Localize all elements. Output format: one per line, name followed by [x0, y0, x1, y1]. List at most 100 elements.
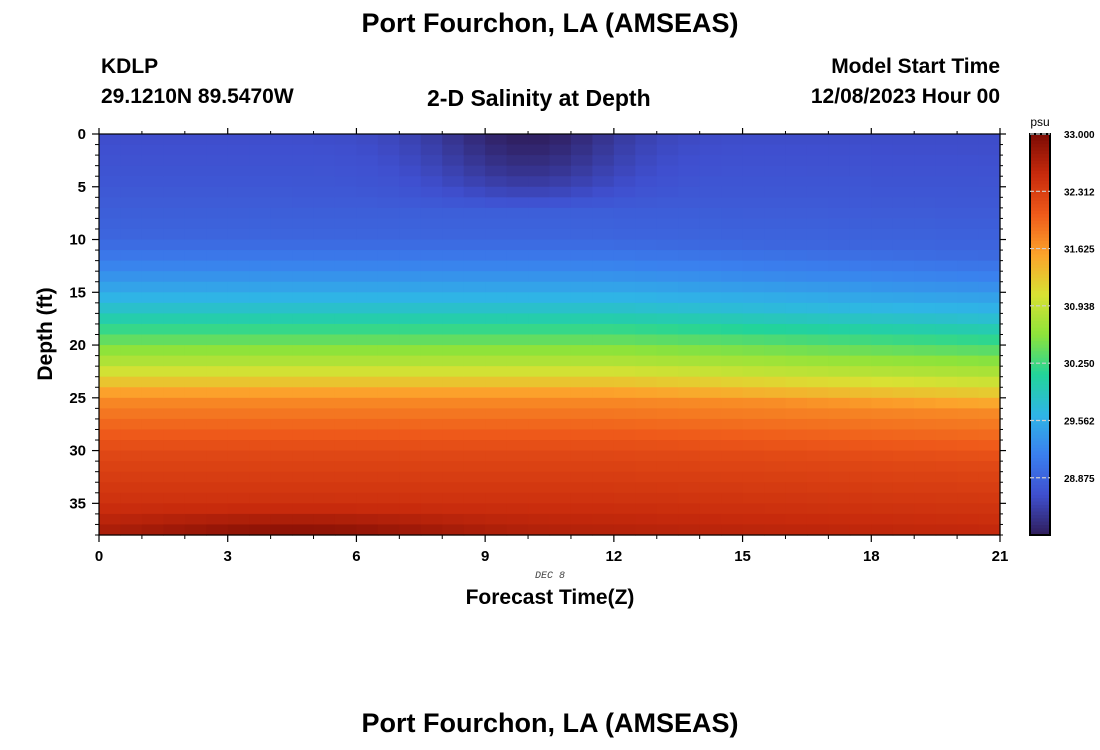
heatmap-cell [785, 334, 808, 346]
x-tick-label: 12 [606, 548, 623, 565]
heatmap-cell [442, 134, 465, 146]
heatmap-cell [871, 355, 894, 367]
heatmap-cell [721, 418, 744, 431]
heatmap-cell [871, 228, 894, 241]
heatmap-cell [849, 218, 872, 230]
heatmap-cell [313, 218, 336, 230]
heatmap-cell [227, 239, 250, 251]
heatmap-cell [935, 408, 958, 420]
y-tick-label: 25 [69, 390, 86, 407]
colorbar-band [1030, 371, 1050, 376]
colorbar-band [1030, 401, 1050, 406]
heatmap-cell [914, 482, 937, 494]
heatmap-cell [141, 218, 164, 230]
heatmap-cell [399, 250, 422, 262]
heatmap-cell [570, 334, 593, 346]
heatmap-cell [99, 334, 122, 346]
colorbar-band [1030, 240, 1050, 245]
heatmap-cell [678, 482, 701, 494]
heatmap-cell [442, 228, 465, 241]
heatmap-cell [463, 397, 486, 409]
heatmap-cell [227, 366, 250, 378]
heatmap-cell [892, 218, 915, 230]
heatmap-cell [742, 218, 765, 230]
colorbar-band [1030, 384, 1050, 389]
heatmap-cell [678, 513, 701, 526]
heatmap-cell [377, 355, 400, 367]
heatmap-cell [678, 260, 701, 272]
heatmap-cell [120, 260, 143, 272]
x-tick-label: 15 [734, 548, 751, 565]
heatmap-cell [270, 271, 293, 283]
heatmap-cell [377, 271, 400, 283]
heatmap-cell [957, 461, 980, 473]
heatmap-cell [849, 134, 872, 146]
heatmap-cell [699, 313, 722, 325]
heatmap-cell [592, 418, 615, 431]
heatmap-cell [721, 302, 744, 314]
heatmap-cell [656, 155, 679, 167]
heatmap-cell [485, 218, 508, 230]
heatmap-cell [184, 313, 207, 325]
colorbar-band [1030, 291, 1050, 295]
heatmap-cell [270, 239, 293, 251]
heatmap-cell [356, 482, 379, 494]
heatmap-cell [377, 281, 400, 293]
heatmap-cell [806, 397, 829, 409]
heatmap-cell [764, 176, 787, 188]
heatmap-cell [99, 524, 122, 536]
heatmap-cell [399, 239, 422, 251]
heatmap-cell [99, 376, 122, 388]
heatmap-cell [764, 503, 787, 515]
heatmap-cell [742, 429, 765, 441]
heatmap-cell [549, 450, 572, 462]
heatmap-cell [399, 218, 422, 230]
x-axis-label: Forecast Time(Z) [466, 586, 635, 609]
heatmap-cell [828, 440, 851, 452]
heatmap-cell [442, 165, 465, 177]
heatmap-cell [506, 450, 529, 462]
heatmap-cell [420, 503, 443, 515]
heatmap-cell [871, 313, 894, 325]
heatmap-cell [871, 144, 894, 156]
heatmap-cell [678, 292, 701, 304]
heatmap-cell [292, 155, 315, 167]
heatmap-cell [163, 376, 186, 388]
heatmap-cell [570, 492, 593, 504]
heatmap-cell [871, 155, 894, 167]
heatmap-cell [806, 323, 829, 336]
heatmap-cell [935, 155, 958, 167]
heatmap-cell [227, 334, 250, 346]
heatmap-cell [356, 228, 379, 241]
heatmap-cell [184, 387, 207, 399]
heatmap-cell [313, 228, 336, 241]
heatmap-cell [313, 345, 336, 357]
heatmap-cell [592, 503, 615, 515]
heatmap-cell [334, 418, 358, 431]
colorbar-band [1030, 357, 1050, 362]
colorbar-band [1030, 337, 1050, 342]
heatmap-cell [313, 281, 336, 293]
heatmap-cell [99, 323, 122, 336]
heatmap-cell [206, 492, 229, 504]
heatmap-cell [485, 302, 508, 314]
heatmap-cell [957, 218, 980, 230]
colorbar-unit: psu [1030, 115, 1049, 129]
heatmap-cell [613, 503, 636, 515]
heatmap-cell [292, 366, 315, 378]
heatmap-cell [184, 207, 207, 220]
heatmap-cell [785, 176, 808, 188]
heatmap-cell [592, 134, 615, 146]
heatmap-cell [570, 524, 593, 536]
heatmap-cell [485, 503, 508, 515]
heatmap-cell [420, 302, 443, 314]
heatmap-cell [506, 440, 529, 452]
heatmap-cell [849, 429, 872, 441]
heatmap-cell [742, 313, 765, 325]
heatmap-cell [549, 387, 572, 399]
heatmap-cell [935, 207, 958, 220]
heatmap-cell [613, 281, 636, 293]
heatmap-cell [656, 334, 679, 346]
heatmap-cell [613, 144, 636, 156]
heatmap-cell [828, 292, 851, 304]
